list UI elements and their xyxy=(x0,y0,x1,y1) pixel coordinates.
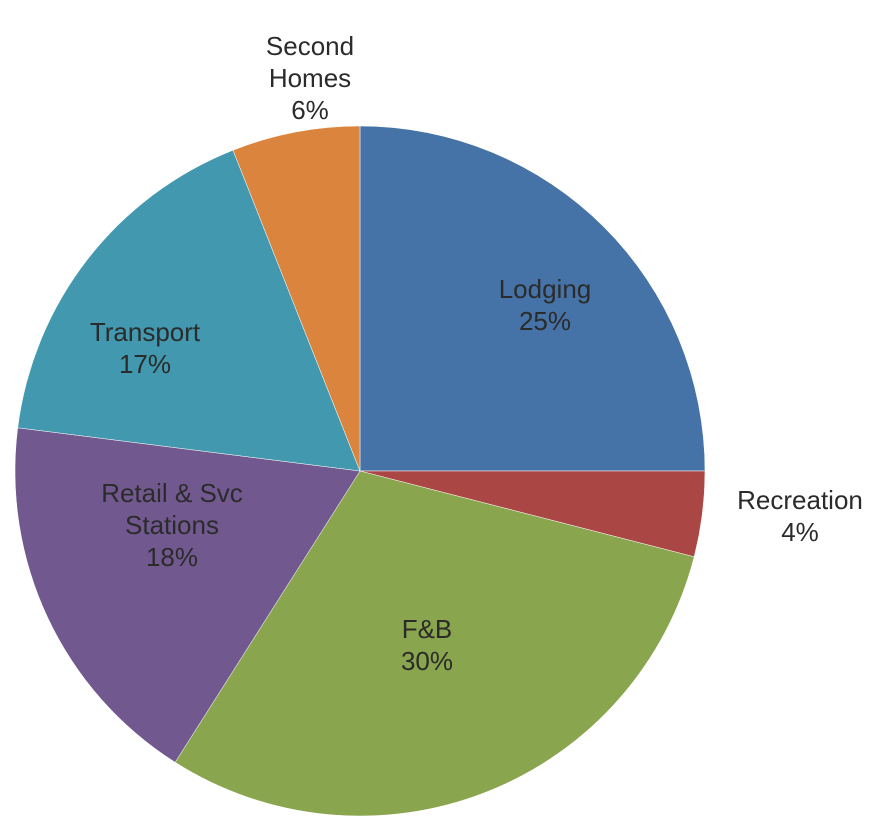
slice-label: Second Homes 6% xyxy=(245,30,375,126)
category-label: Recreation xyxy=(737,485,863,515)
pie-slice xyxy=(359,125,706,472)
value-label: 4% xyxy=(781,517,819,547)
pie-slice xyxy=(232,125,361,472)
value-label: 6% xyxy=(291,95,329,125)
value-label: 25% xyxy=(518,306,572,336)
slice-label: Retail & Svc Stations 18% xyxy=(72,477,272,573)
pie-slice xyxy=(14,427,361,763)
value-label: 18% xyxy=(145,542,199,572)
slice-label: Recreation 4% xyxy=(700,484,886,548)
category-label: Retail & Svc Stations xyxy=(101,478,243,540)
slice-label: F&B 30% xyxy=(327,613,527,677)
pie-slice xyxy=(17,149,361,472)
slice-label: Transport 17% xyxy=(45,316,245,380)
category-label: Transport xyxy=(89,317,201,347)
pie-slice xyxy=(174,470,695,816)
category-label: Lodging xyxy=(498,274,592,304)
value-label: 17% xyxy=(118,349,172,379)
value-label: 30% xyxy=(400,646,454,676)
category-label: Second Homes xyxy=(265,31,355,93)
slice-label: Lodging 25% xyxy=(445,273,645,337)
category-label: F&B xyxy=(401,614,453,644)
